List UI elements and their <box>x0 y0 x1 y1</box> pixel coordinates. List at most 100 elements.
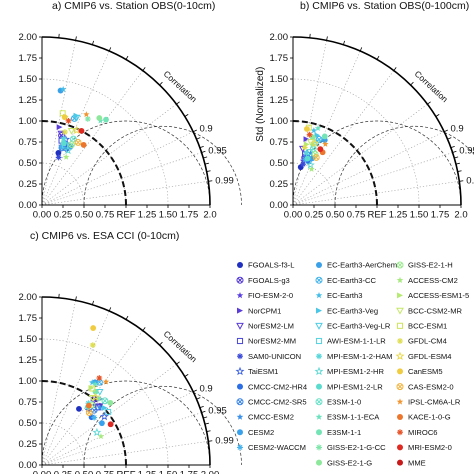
legend-item: KACE-1-0-G <box>397 413 451 422</box>
legend-item: E3SM-1-1 <box>316 428 361 437</box>
correlation-tick <box>450 145 455 149</box>
data-point-ec-earth3 <box>310 127 318 134</box>
outer-arc <box>41 296 211 466</box>
legend-label: GISS-E2-1-H <box>408 261 453 270</box>
std-grid-arc <box>41 78 169 206</box>
correlation-tick <box>125 55 129 60</box>
correlation-grid-line <box>41 40 76 206</box>
y-tick-label: 1.00 <box>270 116 289 127</box>
correlation-tick-label: 0.99 <box>215 175 234 186</box>
x-tick-label: 1.50 <box>410 210 429 221</box>
y-tick-label: 2.00 <box>270 32 289 43</box>
x-tick-label: 0.50 <box>75 210 94 221</box>
correlation-grid-line <box>41 412 202 466</box>
data-point-bcc-csm2-mr <box>67 128 76 135</box>
data-point-ec-earth3 <box>60 85 67 93</box>
correlation-grid-line <box>41 310 110 466</box>
legend-item: EC-Earth3-Veg-LR <box>315 322 391 331</box>
correlation-tick <box>196 137 201 140</box>
legend-label: CMCC-CM2-HR4 <box>248 382 307 391</box>
y-tick-label: 0.00 <box>270 200 289 211</box>
correlation-grid-line <box>292 103 428 206</box>
panel-title: c) CMIP6 vs. ESA CCI (0-10cm) <box>30 230 179 242</box>
data-point-ipsl-cm6a-lr <box>322 140 329 147</box>
legend-item: CMCC-CM2-HR4 <box>237 382 307 391</box>
legend-item: EC-Earth3 <box>315 291 362 300</box>
legend-item: TaiESM1 <box>235 366 278 376</box>
y-tick-label: 1.50 <box>270 74 289 85</box>
correlation-tick <box>444 129 448 133</box>
data-point-access-cm2 <box>97 433 105 440</box>
legend-item: IPSL-CM6A-LR <box>396 398 461 407</box>
correlation-tick <box>108 47 112 52</box>
legend-label: GFDL-CM4 <box>408 337 447 346</box>
legend-item: BCC-ESM1 <box>396 322 447 331</box>
legend-label: TaiESM1 <box>248 367 278 376</box>
std-grid-arc <box>41 120 127 206</box>
x-tick-label: 1.25 <box>389 210 408 221</box>
data-point-cesm2-waccm <box>58 144 65 150</box>
grid <box>39 293 242 468</box>
legend-label: GISS-E2-1-G-CC <box>327 443 386 452</box>
rms-arc <box>83 125 242 206</box>
legend-label: MME <box>408 458 426 467</box>
x-tick-label: 2.0 <box>203 210 216 221</box>
data-point-gfdl-cm4 <box>89 342 96 349</box>
data-point-canesm5 <box>61 114 68 121</box>
legend-item: FGOALS-g3 <box>236 276 290 285</box>
data-point-sam0-unicon <box>55 154 62 161</box>
data-point-cas-esm2-0 <box>85 409 93 417</box>
correlation-tick <box>142 327 146 331</box>
data-point-e3sm-1-1 <box>92 388 99 395</box>
reference-arc <box>41 120 127 206</box>
x-tick-label: 1.75 <box>180 210 199 221</box>
correlation-tick-label: 0.95 <box>208 405 227 416</box>
correlation-tick <box>435 114 440 117</box>
data-point-cas-esm2-0 <box>312 154 320 161</box>
legend-item: MPI-ESM1-2-HR <box>314 366 384 376</box>
y-tick-label: 1.75 <box>19 313 38 324</box>
data-point-giss-e2-1-g <box>107 399 114 406</box>
correlation-grid-line <box>292 152 453 206</box>
legend-item: SAM0-UNICON <box>237 352 301 361</box>
legend-item: CanESM5 <box>397 367 443 376</box>
correlation-tick <box>176 361 180 365</box>
legend-label: MPI-ESM1-2-HR <box>327 367 384 376</box>
data-point-e3sm-1-0 <box>101 397 109 405</box>
x-tick-label: 0.75 <box>347 210 366 221</box>
data-points <box>76 325 114 440</box>
legend-item: CAS-ESM2-0 <box>396 382 454 391</box>
std-grid-arc <box>41 338 169 466</box>
data-point-mpi-esm1-2-lr <box>304 155 311 162</box>
data-point-noresm2-lm <box>298 145 307 153</box>
y-tick-label: 1.25 <box>19 95 38 106</box>
std-grid-arc <box>292 120 378 206</box>
y-tick-label: 0.00 <box>19 460 38 471</box>
correlation-tick <box>92 300 94 305</box>
correlation-tick-label: 0.9 <box>200 384 213 395</box>
y-tick-label: 0.25 <box>19 439 38 450</box>
grid <box>39 33 242 208</box>
legend-label: EC-Earth3-AerChem <box>327 261 397 270</box>
outer-arc <box>292 36 462 206</box>
x-tick-label: 0.50 <box>75 470 94 474</box>
correlation-tick <box>142 67 146 71</box>
correlation-tick <box>203 156 208 159</box>
legend-label: KACE-1-0-G <box>408 413 451 422</box>
correlation-tick <box>199 145 204 149</box>
data-point-ipsl-cm6a-lr <box>102 378 110 385</box>
y-tick-label: 1.75 <box>19 53 38 64</box>
x-tick-label: 0.25 <box>54 470 73 474</box>
legend-label: BCC-CSM2-MR <box>408 306 463 315</box>
correlation-tick-label: 0.99 <box>466 175 474 186</box>
taylor-diagram-a: a) CMIP6 vs. Station OBS(0-10cm) Correla… <box>19 0 242 221</box>
data-point-mpi-esm-1-2-ham <box>303 150 310 156</box>
legend-label: IPSL-CM6A-LR <box>408 398 461 407</box>
data-point-norcpm1 <box>303 136 310 143</box>
x-tick-label: 1.25 <box>138 210 157 221</box>
correlation-tick <box>196 397 201 400</box>
correlation-tick <box>454 156 459 159</box>
correlation-tick-label: 0.99 <box>215 435 234 446</box>
data-point-fgoals-f3-l <box>55 150 62 156</box>
